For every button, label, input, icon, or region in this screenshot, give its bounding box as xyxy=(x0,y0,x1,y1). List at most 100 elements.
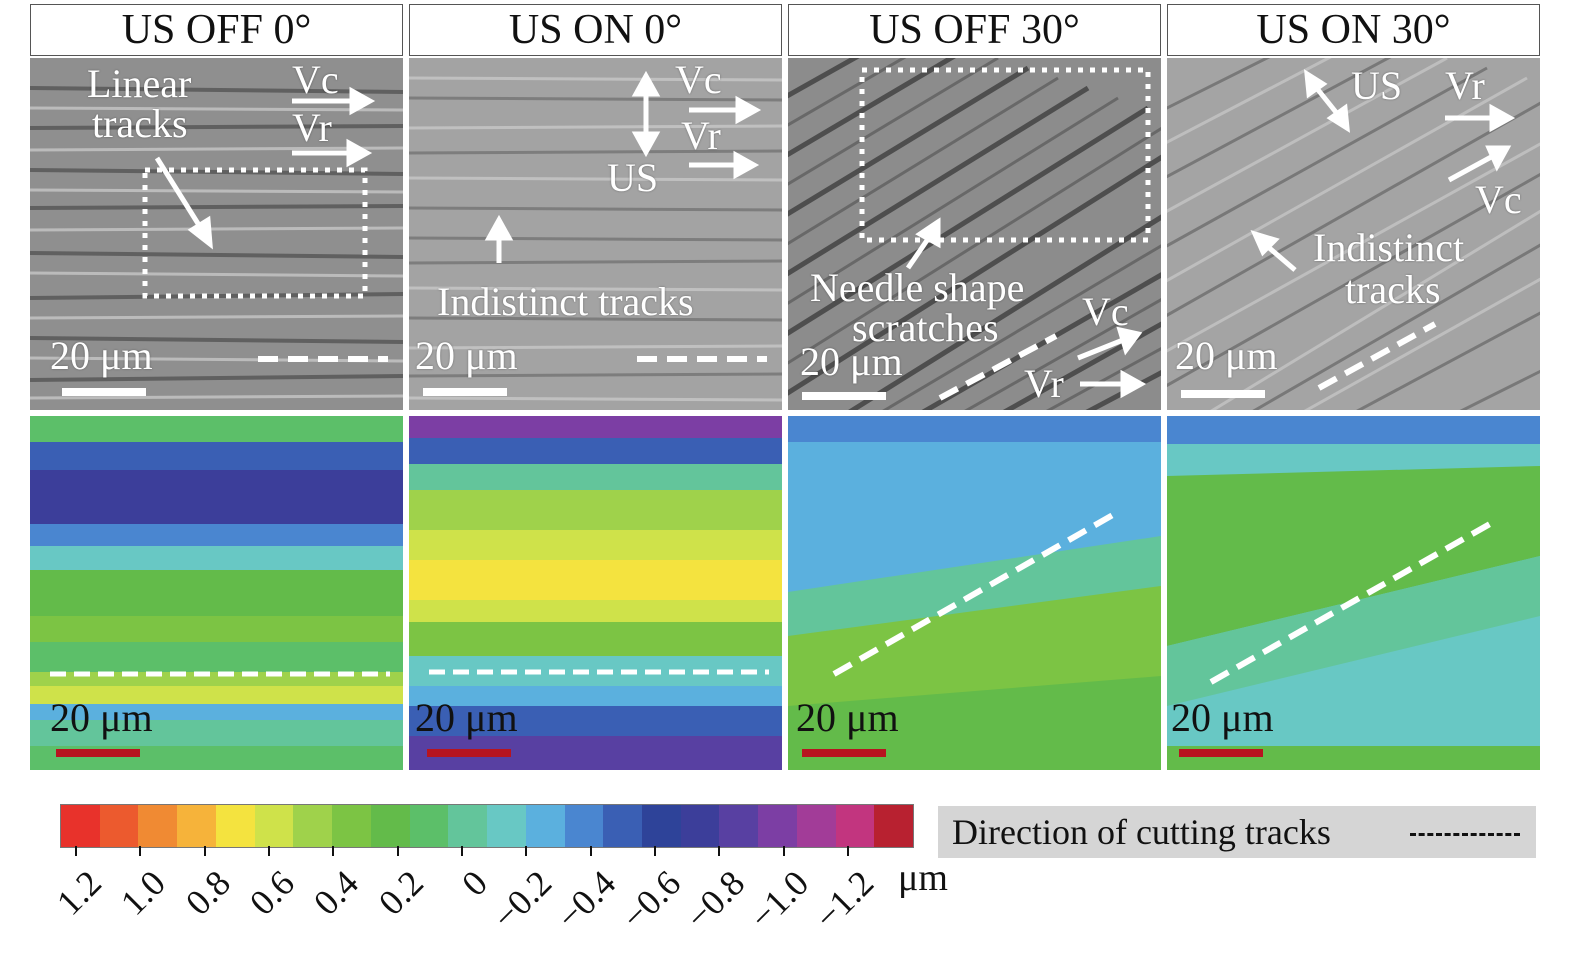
scale-bar xyxy=(423,388,507,396)
colorbar-tick-label: −1.0 xyxy=(742,862,817,938)
label-us: US xyxy=(1351,63,1403,108)
colorbar-swatch xyxy=(448,805,488,847)
sem-panel-us-on-0: Vc Vr US Indistinct tracks 20 μm xyxy=(409,58,782,410)
colorbar-tick xyxy=(203,846,206,856)
sem-texture xyxy=(409,58,782,410)
scale-bar xyxy=(427,749,511,757)
height-map-us-off-30: 20 μm xyxy=(788,416,1161,770)
colorbar-tick-label: 0 xyxy=(453,862,495,904)
note-tracks: tracks xyxy=(92,101,188,146)
colorbar-tick-label: −0.4 xyxy=(549,862,624,938)
colorbar-swatch xyxy=(215,805,255,847)
height-map-us-on-0: 20 μm xyxy=(409,416,782,770)
label-vr: Vr xyxy=(292,105,332,150)
scale-label: 20 μm xyxy=(1171,695,1274,740)
colorbar-tick-label: 0.8 xyxy=(177,862,238,923)
colorbar-tick xyxy=(718,846,721,856)
colorbar-tick-label: 0.6 xyxy=(241,862,302,923)
scale-label: 20 μm xyxy=(50,333,153,378)
column-header-3: US OFF 30° xyxy=(788,4,1161,56)
colorbar-tick xyxy=(461,846,463,856)
colorbar-swatch xyxy=(525,805,565,847)
colorbar-tick-label: 0.2 xyxy=(370,862,431,923)
colorbar-tick xyxy=(332,846,335,856)
colorbar-swatch xyxy=(603,805,643,847)
note-needle-shape: Needle shape xyxy=(810,265,1025,310)
height-texture xyxy=(409,416,782,770)
note-indistinct-tracks: Indistinct tracks xyxy=(437,279,694,324)
colorbar-swatch xyxy=(332,805,371,847)
colorbar-tick xyxy=(654,846,656,856)
height-texture xyxy=(1167,416,1540,770)
colorbar-swatch xyxy=(680,805,720,847)
legend-box: Direction of cutting tracks xyxy=(938,806,1536,858)
colorbar-swatch xyxy=(177,805,216,847)
colorbar-tick xyxy=(396,846,399,856)
colorbar-tick xyxy=(589,846,592,856)
colorbar-tick-label: −0.2 xyxy=(484,862,560,938)
scale-bar xyxy=(802,749,886,757)
colorbar-tick xyxy=(139,846,142,856)
sem-panel-us-off-0: Linear tracks Vc Vr 20 μm xyxy=(30,58,403,410)
scale-bar xyxy=(62,388,146,396)
column-header-4: US ON 30° xyxy=(1167,4,1540,56)
colorbar-tick-label: −0.8 xyxy=(677,862,753,938)
colorbar-swatch xyxy=(642,805,681,847)
colorbar-swatch xyxy=(564,805,604,847)
sem-texture xyxy=(30,58,403,410)
label-us: US xyxy=(607,155,659,200)
scale-label: 20 μm xyxy=(415,333,518,378)
note-indistinct: Indistinct xyxy=(1313,225,1465,270)
scale-bar xyxy=(56,749,140,757)
colorbar-tick-label: 0.4 xyxy=(306,862,367,923)
colorbar-swatch xyxy=(409,805,449,847)
colorbar xyxy=(60,804,914,848)
column-header-1: US OFF 0° xyxy=(30,4,403,56)
colorbar-swatch xyxy=(835,805,875,847)
legend-text: Direction of cutting tracks xyxy=(952,812,1331,852)
colorbar-swatch xyxy=(254,805,294,847)
note-linear: Linear xyxy=(87,61,192,106)
scale-label: 20 μm xyxy=(50,695,153,740)
colorbar-tick-label: 1.2 xyxy=(48,862,109,923)
colorbar-swatch xyxy=(99,805,139,847)
scale-label: 20 μm xyxy=(1175,333,1278,378)
scale-label: 20 μm xyxy=(796,695,899,740)
height-texture xyxy=(788,416,1161,770)
height-texture xyxy=(30,416,403,770)
colorbar-tick xyxy=(782,846,785,856)
colorbar-tick xyxy=(75,846,77,856)
label-vc: Vc xyxy=(1475,177,1522,222)
colorbar-tick-label: −0.6 xyxy=(613,862,688,938)
colorbar-swatch xyxy=(487,805,526,847)
scale-bar xyxy=(802,392,886,400)
note-scratches: scratches xyxy=(852,305,999,350)
sem-texture xyxy=(788,58,1161,410)
label-vr: Vr xyxy=(1024,361,1064,406)
label-vr: Vr xyxy=(681,113,721,158)
height-map-us-on-30: 20 μm xyxy=(1167,416,1540,770)
colorbar-swatch xyxy=(796,805,836,847)
height-map-us-off-0: 20 μm xyxy=(30,416,403,770)
colorbar-tick xyxy=(847,846,849,856)
colorbar-tick-label: −1.2 xyxy=(806,862,881,938)
note-tracks: tracks xyxy=(1345,267,1441,312)
colorbar-swatch xyxy=(758,805,797,847)
colorbar-swatch xyxy=(138,805,178,847)
scale-bar xyxy=(1179,749,1263,757)
legend-dashed-line xyxy=(1410,833,1520,836)
scale-label: 20 μm xyxy=(415,695,518,740)
sem-panel-us-on-30: US Vr Vc Indistinct tracks 20 μm xyxy=(1167,58,1540,410)
label-vc: Vc xyxy=(675,58,722,102)
sem-panel-us-off-30: Needle shape scratches Vc Vr 20 μm xyxy=(788,58,1161,410)
scale-bar xyxy=(1181,390,1265,398)
label-vc: Vc xyxy=(292,58,339,102)
colorbar-unit: μm xyxy=(898,857,948,899)
colorbar-tick xyxy=(268,846,270,856)
column-header-2: US ON 0° xyxy=(409,4,782,56)
colorbar-swatch xyxy=(293,805,333,847)
colorbar-swatch xyxy=(370,805,410,847)
label-vc: Vc xyxy=(1082,289,1129,334)
colorbar-tick xyxy=(525,846,528,856)
colorbar-tick-label: 1.0 xyxy=(113,862,174,923)
